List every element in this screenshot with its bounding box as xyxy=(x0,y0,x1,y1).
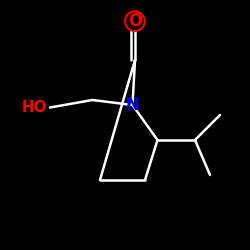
Text: HO: HO xyxy=(22,100,48,115)
Text: O: O xyxy=(128,12,142,30)
Text: N: N xyxy=(126,96,140,114)
